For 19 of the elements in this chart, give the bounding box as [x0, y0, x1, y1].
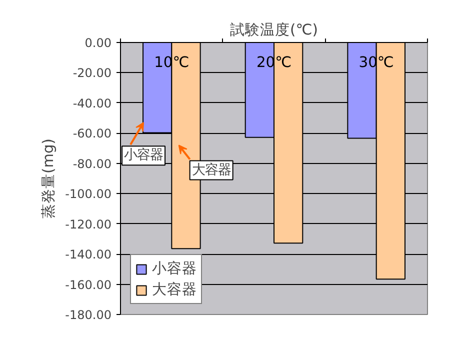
- annotation: 大容器: [192, 162, 231, 178]
- y-tick-label: -40.00: [72, 96, 112, 110]
- y-tick-label: -20.00: [72, 66, 112, 80]
- annotation: 小容器: [124, 147, 164, 164]
- y-tick-label: 0.00: [84, 36, 112, 50]
- y-tick-label: -120.00: [65, 217, 112, 232]
- y-tick-label: -160.00: [65, 278, 112, 292]
- x-axis-title: 試験温度(℃): [230, 22, 318, 38]
- x-tick-label: 10℃: [154, 54, 190, 71]
- x-tick-label: 20℃: [256, 54, 292, 71]
- y-tick-label: -140.00: [65, 248, 112, 262]
- x-tick-label: 30℃: [358, 54, 394, 71]
- y-tick-label: -100.00: [65, 187, 112, 202]
- legend-label: 大容器: [152, 280, 197, 299]
- legend-label: 小容器: [152, 259, 197, 278]
- y-tick-label: -60.00: [72, 126, 112, 141]
- y-axis-title: 蒸発量(mg): [40, 138, 58, 219]
- y-tick-label: -80.00: [72, 156, 112, 171]
- y-tick-label: -180.00: [65, 308, 112, 322]
